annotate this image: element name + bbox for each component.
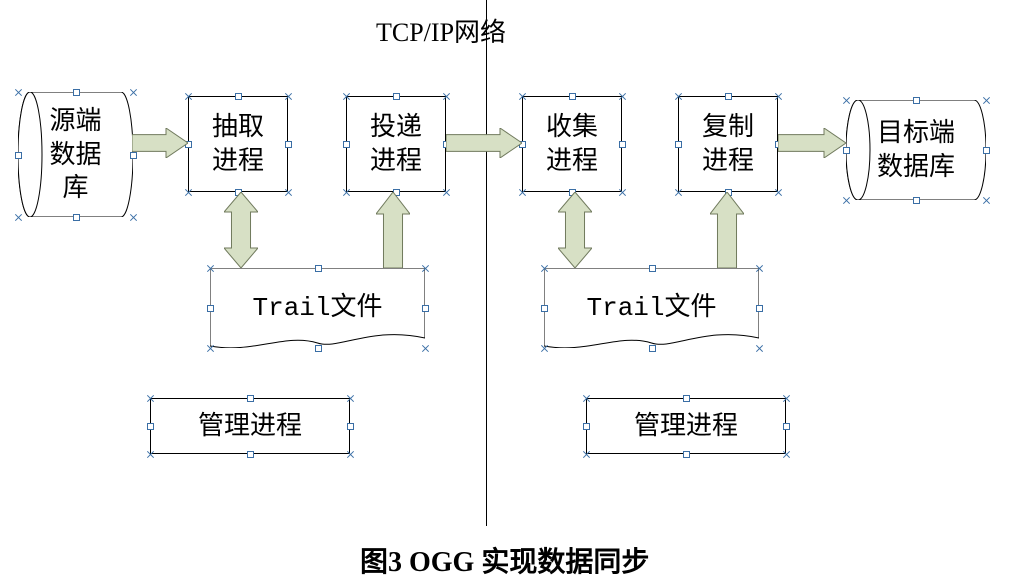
node-trail_right: Trail文件: [544, 268, 759, 348]
arrow-a_trail_pump: [376, 192, 410, 268]
node-trail_right-label-mono: Trail: [586, 293, 664, 323]
node-target_db-label: 目标端数据库: [877, 116, 955, 184]
node-trail_left-label: Trail文件: [210, 286, 425, 323]
node-mgr_left-label: 管理进程: [151, 409, 349, 443]
arrow-a_pump_collect: [446, 128, 522, 158]
node-pump-label: 投递进程: [347, 110, 445, 178]
arrow-a_extract_trail: [224, 192, 258, 268]
node-target_db: 目标端数据库: [846, 100, 986, 200]
node-trail_right-label-cn: 文件: [665, 292, 717, 321]
node-collect-label: 收集进程: [523, 110, 621, 178]
node-mgr_left: 管理进程: [150, 398, 350, 454]
arrow-a_replicat_tgt: [778, 128, 846, 158]
node-mgr_right: 管理进程: [586, 398, 786, 454]
node-trail_right-label: Trail文件: [544, 286, 759, 323]
node-replicat-label: 复制进程: [679, 110, 777, 178]
node-extract: 抽取进程: [188, 96, 288, 192]
node-collect: 收集进程: [522, 96, 622, 192]
node-mgr_right-label: 管理进程: [587, 409, 785, 443]
network-divider: [486, 0, 487, 526]
arrow-a_src_extract: [132, 128, 188, 158]
node-extract-label: 抽取进程: [189, 110, 287, 178]
node-replicat: 复制进程: [678, 96, 778, 192]
node-trail_left-label-cn: 文件: [331, 292, 383, 321]
node-trail_left-label-mono: Trail: [252, 293, 330, 323]
arrow-a_trail_replicat: [710, 192, 744, 268]
node-source_db-label: 源端数据库: [49, 104, 101, 205]
node-source_db: 源端数据库: [18, 92, 133, 217]
figure-caption: 图3 OGG 实现数据同步: [360, 540, 649, 580]
node-pump: 投递进程: [346, 96, 446, 192]
arrow-a_collect_trail: [558, 192, 592, 268]
node-trail_left: Trail文件: [210, 268, 425, 348]
